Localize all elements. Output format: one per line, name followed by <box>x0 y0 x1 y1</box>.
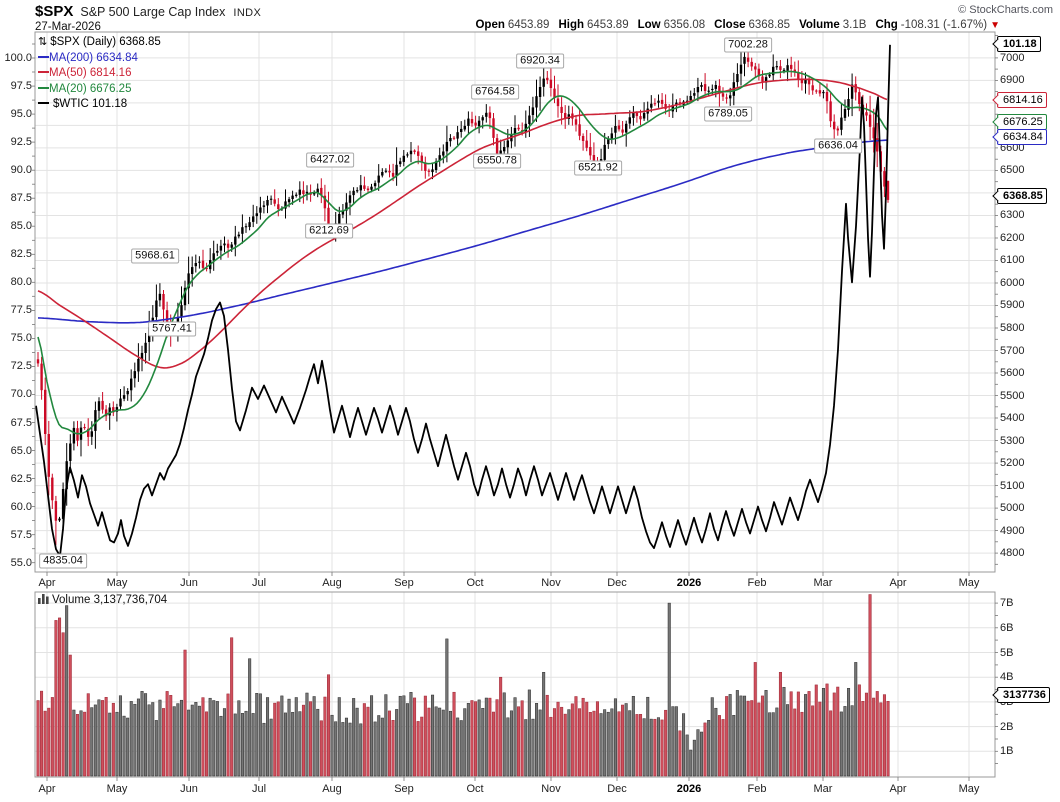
ma50-line <box>37 78 888 369</box>
quote-label: Chg <box>875 19 898 31</box>
quote-value: 6356.08 <box>663 19 706 31</box>
index-name: S&P 500 Large Cap Index <box>80 5 226 19</box>
legend-text: MA(50) 6814.16 <box>49 67 132 79</box>
axis-ticks <box>32 35 998 781</box>
volume-bars-icon <box>38 594 49 604</box>
quote-summary: Open 6453.89 High 6453.89 Low 6356.08 Close 636… <box>466 19 1000 31</box>
legend-row: $WTIC 101.18 <box>38 97 161 113</box>
legend-row: MA(200) 6634.84 <box>38 51 161 67</box>
ticker-symbol: $SPX <box>35 3 74 20</box>
legend-text: $SPX (Daily) 6368.85 <box>50 36 161 48</box>
wtic-line <box>35 44 891 557</box>
quote-label: Open <box>475 19 505 31</box>
quote-value: -108.31 (-1.67%) <box>900 19 988 31</box>
quote-value: 6453.89 <box>507 19 550 31</box>
volume-legend-label: Volume <box>52 594 91 606</box>
line-swatch-icon <box>38 71 49 73</box>
quote-label: Close <box>714 19 746 31</box>
chart-header: $SPX S&P 500 Large Cap Index INDX <box>35 3 261 20</box>
volume-legend-value: 3,137,736,704 <box>93 594 168 606</box>
legend-text: MA(200) 6634.84 <box>49 51 138 64</box>
main-legend: ⇅ $SPX (Daily) 6368.85 MA(200) 6634.84 MA(5… <box>38 35 161 113</box>
legend-text: $WTIC 101.18 <box>53 98 128 110</box>
plot-borders <box>34 31 996 778</box>
legend-text: MA(20) 6676.25 <box>49 82 132 95</box>
candlesticks <box>36 47 890 546</box>
line-swatch-icon <box>38 55 49 58</box>
quote-label: High <box>558 19 585 31</box>
ma20-line <box>37 70 888 435</box>
quote-value: 6453.89 <box>587 19 629 31</box>
exchange-label: INDX <box>233 7 262 19</box>
quote-label: Low <box>637 19 661 31</box>
change-down-icon: ▼ <box>990 20 1000 31</box>
legend-row: ⇅ $SPX (Daily) 6368.85 <box>38 35 161 51</box>
legend-row: MA(20) 6676.25 <box>38 82 161 98</box>
volume-legend: Volume 3,137,736,704 <box>38 593 167 606</box>
updown-arrows-icon: ⇅ <box>38 36 48 48</box>
line-swatch-icon <box>38 86 49 89</box>
line-swatch-icon <box>38 102 49 104</box>
copyright-notice: © StockCharts.com <box>958 4 1053 16</box>
volume-bars <box>36 594 890 777</box>
quote-label: Volume <box>799 19 840 31</box>
chart-date: 27-Mar-2026 <box>35 21 101 33</box>
quote-value: 6368.85 <box>748 19 791 31</box>
legend-row: MA(50) 6814.16 <box>38 66 161 82</box>
ma200-line <box>37 139 888 324</box>
quote-value: 3.1B <box>842 19 867 31</box>
